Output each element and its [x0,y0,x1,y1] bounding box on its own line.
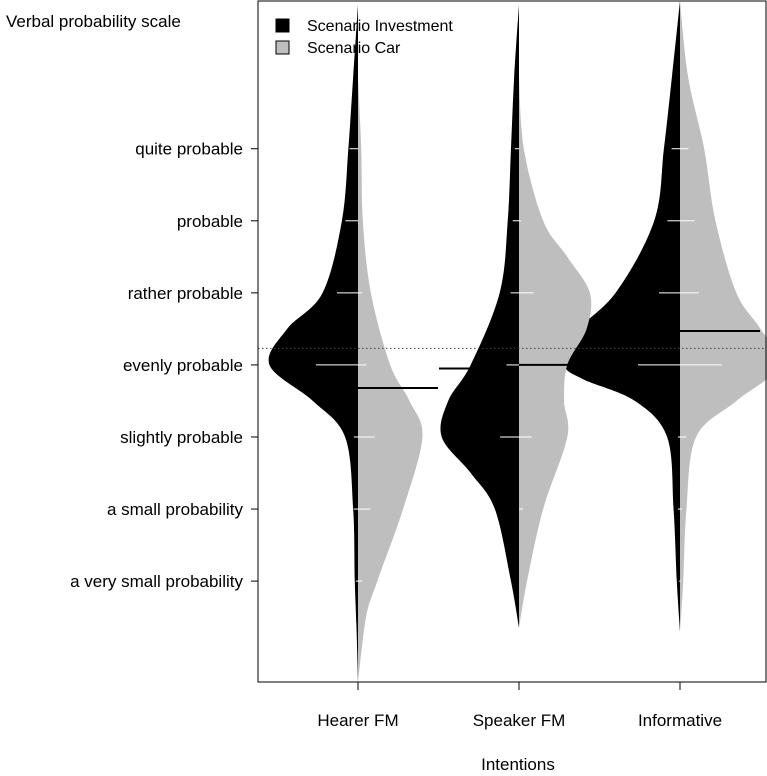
legend-label-scenario-investment: Scenario Investment [307,18,453,35]
y-tick-label: rather probable [128,284,243,303]
y-tick-label: probable [177,212,243,231]
bean-scenario-car-informative [680,1,767,632]
legend: Scenario Investment Scenario Car [275,18,453,57]
bean-scenario-investment-speaker-fm [440,4,519,628]
x-tick-label: Informative [638,711,722,730]
x-axis-title: Intentions [481,755,555,774]
x-tick-label: Speaker FM [473,711,566,730]
bean-scenario-investment-hearer-fm [268,4,358,683]
legend-swatch-scenario-car [275,40,290,55]
y-tick-label: quite probable [135,140,243,159]
bean-scenario-car-hearer-fm [358,76,423,682]
bean-scenario-car-speaker-fm [519,76,592,628]
x-axis: Hearer FM Speaker FM Informative [317,682,722,730]
plot-box [257,0,767,683]
legend-label-scenario-car: Scenario Car [307,40,401,57]
bean-scenario-investment-informative [562,1,680,632]
mean-line-layer [278,330,760,389]
x-tick-label: Hearer FM [317,711,398,730]
legend-swatch-scenario-investment [275,18,290,33]
y-tick-label: slightly probable [120,428,243,447]
y-tick-label: a small probability [107,500,244,519]
y-axis: a very small probability a small probabil… [70,140,258,591]
y-tick-label: evenly probable [123,356,243,375]
y-axis-title: Verbal probability scale [6,12,181,31]
y-tick-label: a very small probability [70,572,243,591]
bean-layer [268,1,767,683]
